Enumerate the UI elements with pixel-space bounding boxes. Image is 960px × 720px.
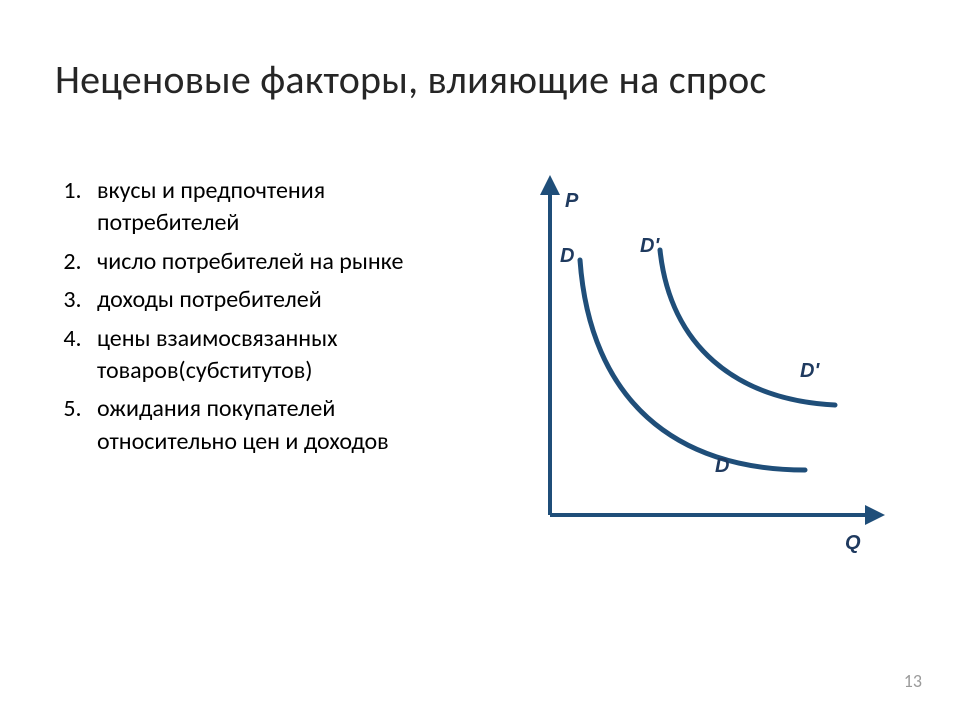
slide: Неценовые факторы, влияющие на спрос вку… [0, 0, 960, 720]
curve-dprime-start-label: D' [640, 235, 659, 258]
y-axis-label: P [565, 190, 578, 213]
curve-dprime-end-label: D' [800, 360, 819, 383]
list-item: цены взаимосвязанных товаров(субститутов… [87, 323, 465, 388]
list-item: ожидания покупателей относительно цен и … [87, 393, 465, 458]
curve-d [580, 260, 805, 470]
page-number: 13 [904, 670, 922, 692]
curve-d-end-label: D [715, 455, 729, 478]
chart-svg [505, 170, 905, 570]
factors-list: вкусы и предпочтения потребителей число … [45, 175, 465, 464]
list-item: число потребителей на рынке [87, 246, 465, 278]
slide-title: Неценовые факторы, влияющие на спрос [55, 55, 905, 104]
demand-chart: P Q D D D' D' [505, 170, 905, 570]
curve-d-start-label: D [560, 245, 574, 268]
x-axis-label: Q [845, 532, 861, 555]
list-item: доходы потребителей [87, 284, 465, 316]
list-item: вкусы и предпочтения потребителей [87, 175, 465, 240]
